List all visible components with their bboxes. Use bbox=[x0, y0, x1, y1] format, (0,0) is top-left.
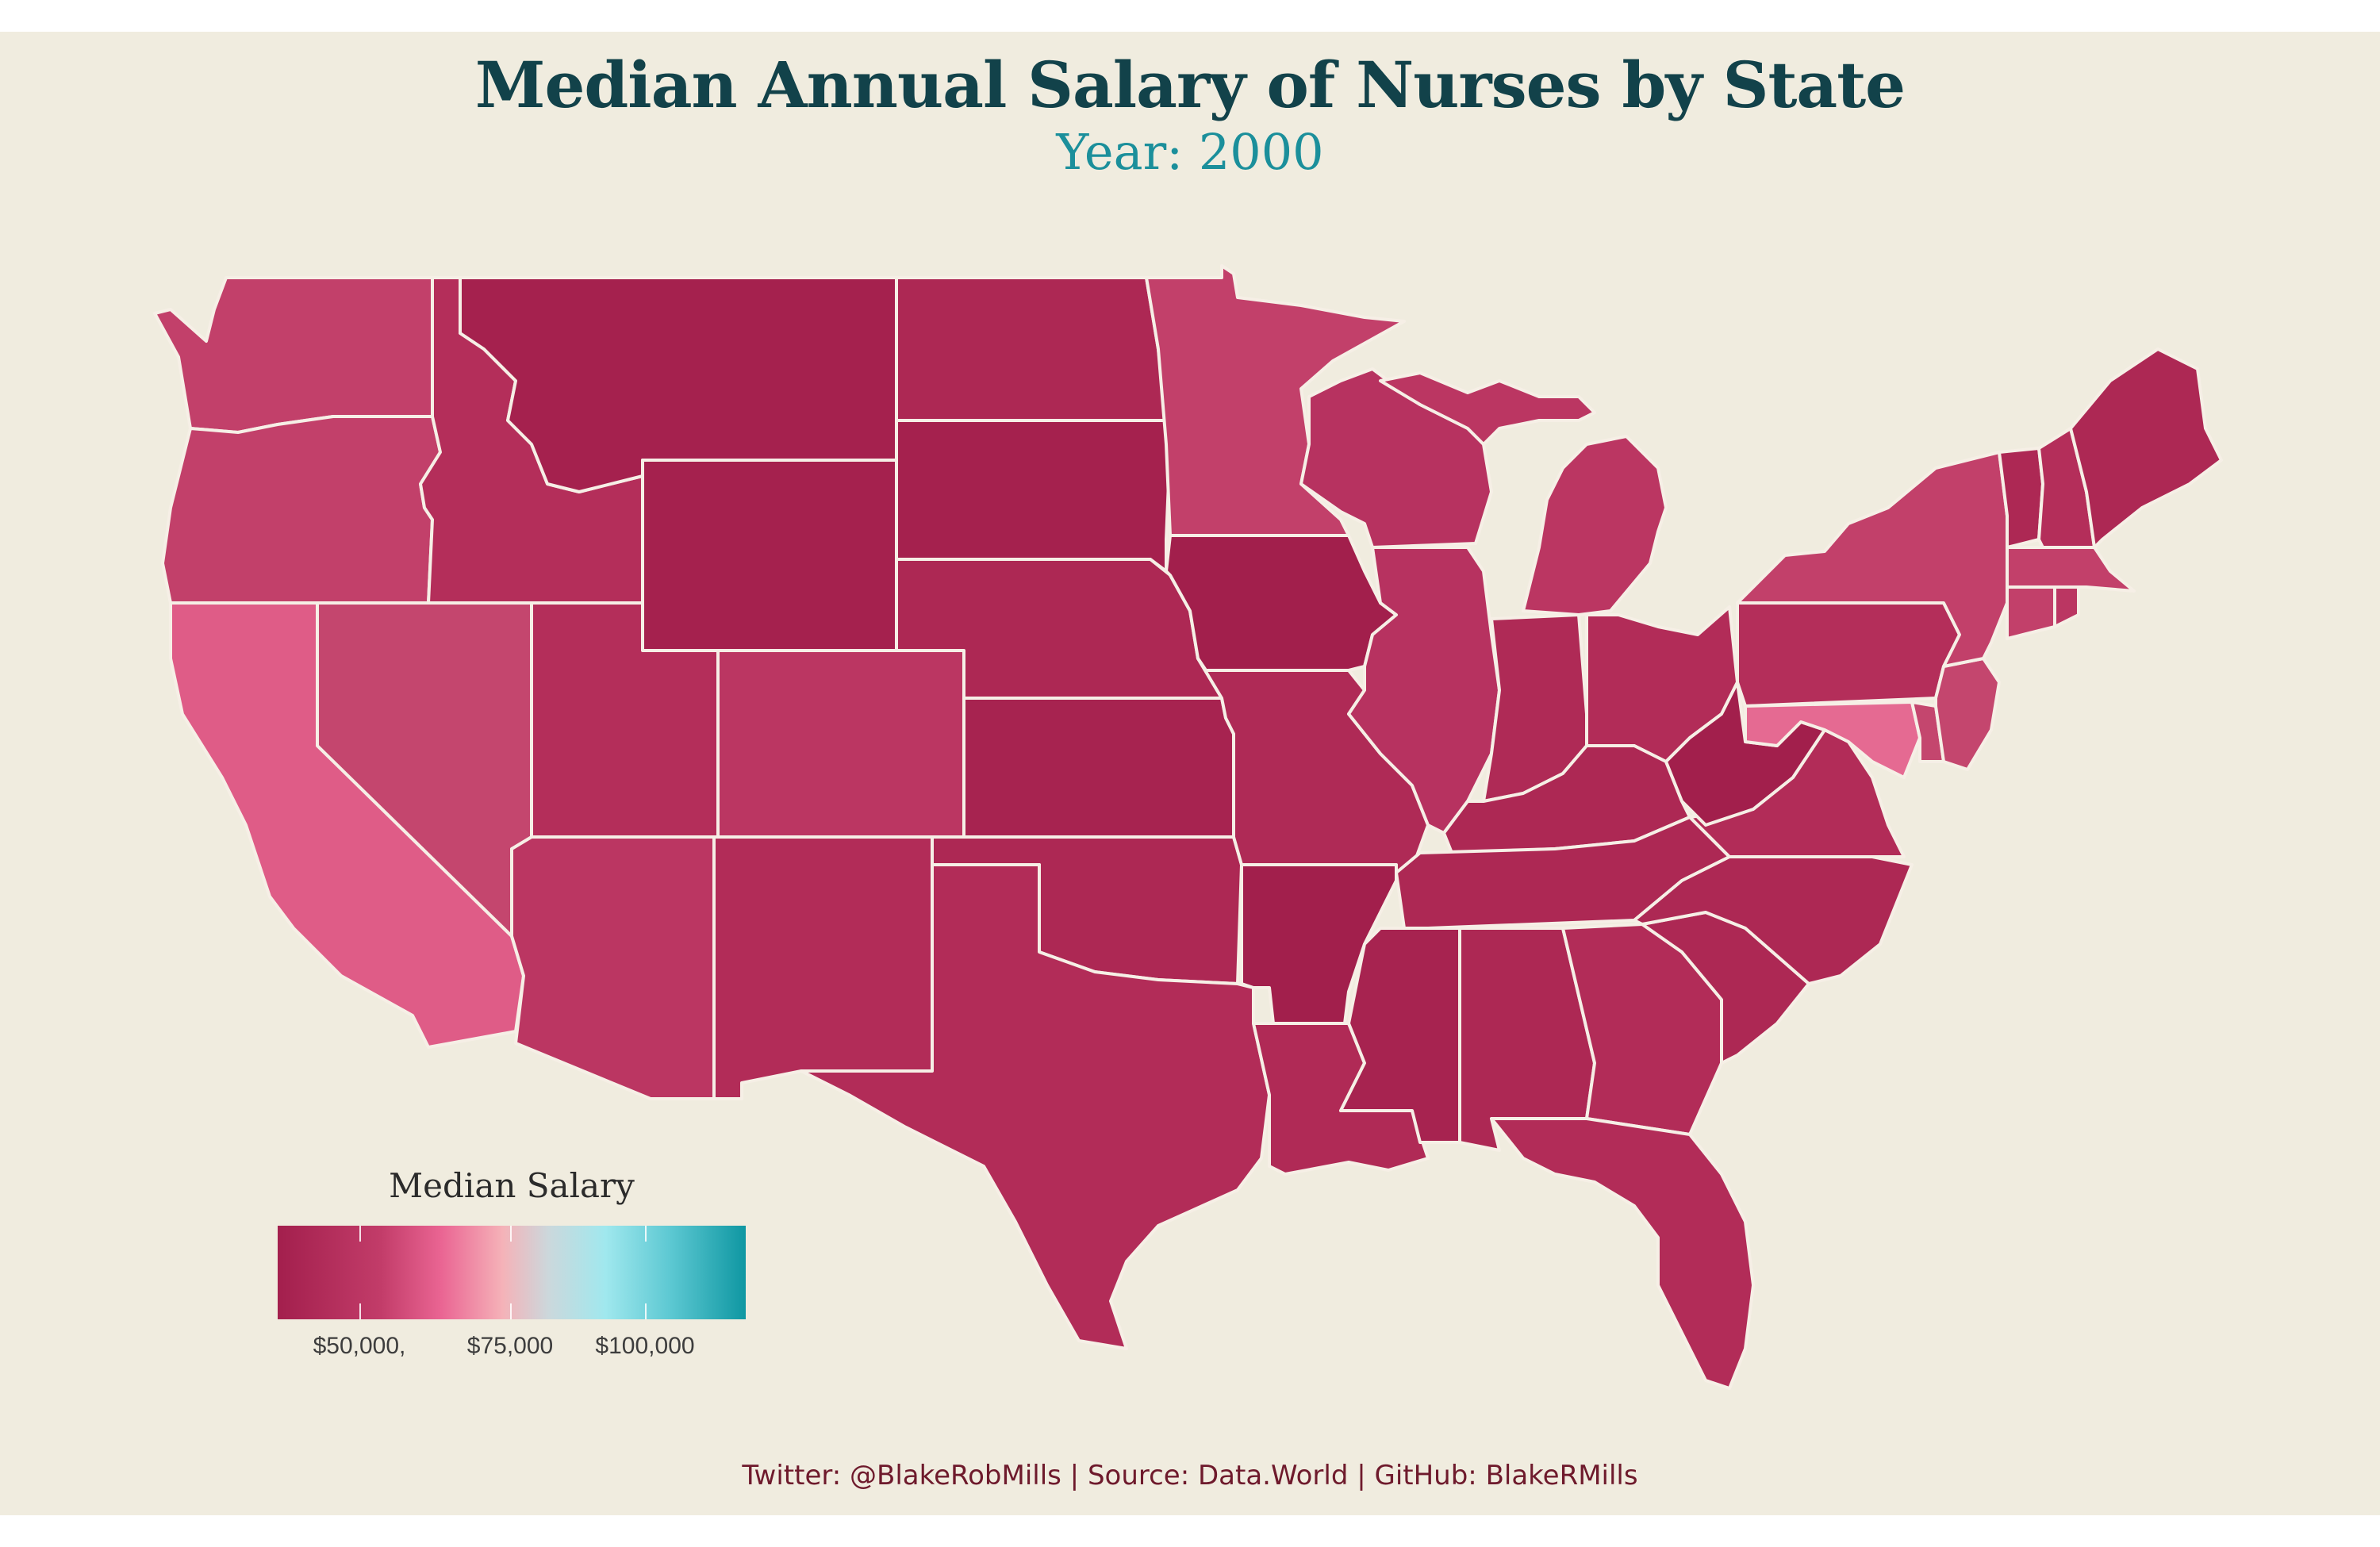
legend-tick-bottom bbox=[510, 1303, 512, 1319]
state-arizona bbox=[510, 835, 716, 1100]
state-new-mexico bbox=[712, 835, 934, 1100]
state-kansas bbox=[962, 697, 1235, 839]
state-wyoming bbox=[641, 459, 898, 652]
legend-title: Median Salary bbox=[389, 1166, 635, 1205]
legend-tick-bottom bbox=[645, 1303, 647, 1319]
chart-title: Median Annual Salary of Nurses by State bbox=[474, 48, 1906, 122]
state-maryland bbox=[1744, 701, 1921, 779]
state-washington bbox=[153, 276, 434, 434]
state-iowa bbox=[1165, 534, 1398, 672]
state-south-dakota bbox=[895, 419, 1172, 573]
legend-colorbar bbox=[278, 1226, 746, 1319]
state-michigan bbox=[1522, 435, 1668, 616]
legend-tick-bottom bbox=[359, 1303, 361, 1319]
state-connecticut bbox=[2006, 585, 2056, 640]
state-texas bbox=[800, 863, 1271, 1350]
legend-tick-top bbox=[645, 1226, 647, 1242]
legend-tick-label: $50,000, bbox=[313, 1333, 406, 1359]
state-vermont bbox=[1998, 447, 2044, 549]
state-new-jersey bbox=[1934, 657, 2001, 771]
state-north-dakota bbox=[895, 276, 1168, 422]
state-massachusetts bbox=[2006, 546, 2136, 593]
legend-tick-label: $75,000 bbox=[466, 1333, 554, 1359]
legend-tick-top bbox=[359, 1226, 361, 1242]
state-florida bbox=[1490, 1117, 1755, 1390]
legend-tick-label: $100,000 bbox=[595, 1333, 695, 1359]
state-colorado bbox=[716, 649, 965, 839]
state-minnesota bbox=[1145, 264, 1406, 537]
state-wisconsin bbox=[1299, 367, 1493, 549]
state-oregon bbox=[161, 415, 442, 605]
state-maine bbox=[2069, 347, 2223, 549]
state-illinois bbox=[1347, 546, 1501, 835]
state-rhode-island bbox=[2053, 585, 2080, 628]
state-michigan-upper bbox=[1379, 371, 1596, 446]
source-caption: Twitter: @BlakeRobMills | Source: Data.W… bbox=[742, 1460, 1638, 1491]
legend-tick-top bbox=[510, 1226, 512, 1242]
chart-subtitle: Year: 2000 bbox=[1056, 123, 1324, 181]
state-pennsylvania bbox=[1736, 601, 1961, 708]
us-choropleth-map bbox=[153, 264, 2223, 1390]
